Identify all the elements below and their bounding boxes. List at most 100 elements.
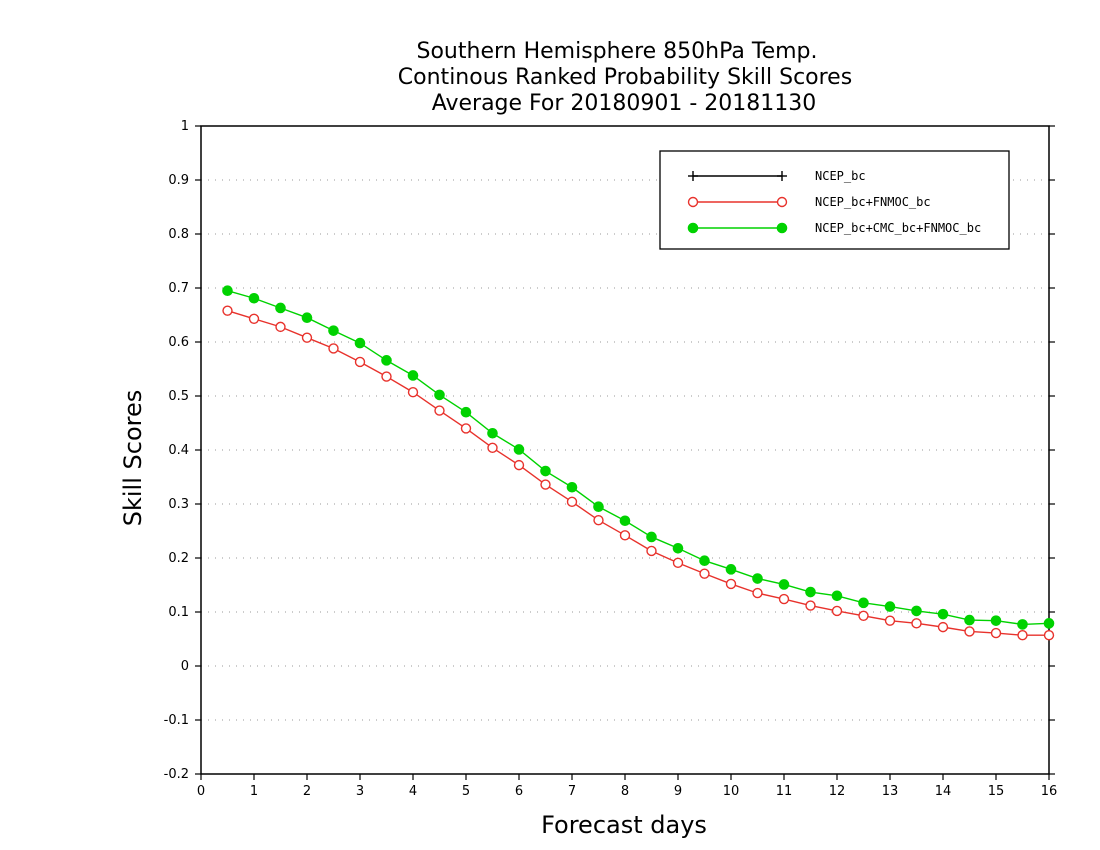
legend-item: NCEP_bc xyxy=(688,169,866,183)
data-point xyxy=(831,590,843,602)
data-point xyxy=(248,313,260,324)
data-point xyxy=(248,292,260,304)
data-point xyxy=(646,531,657,543)
data-point xyxy=(619,530,631,541)
data-point xyxy=(407,387,419,398)
data-point xyxy=(884,601,896,612)
legend-label: NCEP_bc+CMC_bc+FNMOC_bc xyxy=(815,221,981,235)
data-point xyxy=(725,578,737,590)
data-point xyxy=(1017,619,1028,630)
chart-title-line-3: Average For 20180901 - 20181130 xyxy=(432,91,817,116)
x-tick-label: 11 xyxy=(776,784,793,799)
legend-item: NCEP_bc+FNMOC_bc xyxy=(687,195,931,209)
legend-marker xyxy=(777,171,787,181)
data-point xyxy=(381,371,392,382)
data-point xyxy=(672,557,684,569)
data-point xyxy=(540,465,551,477)
legend: NCEP_bc NCEP_bc+FNMOC_bc NCEP_bc+CMC_bc+FN… xyxy=(659,150,1010,250)
data-point xyxy=(1017,630,1028,641)
legend-box xyxy=(659,150,1010,250)
data-point xyxy=(275,302,286,314)
data-point xyxy=(699,555,710,567)
data-point xyxy=(672,542,684,554)
data-point xyxy=(1043,630,1055,641)
data-point xyxy=(381,355,392,366)
data-point xyxy=(831,605,843,617)
y-tick-label: -0.2 xyxy=(164,767,189,782)
legend-marker xyxy=(687,196,699,208)
y-tick-label: 0.5 xyxy=(168,389,189,404)
data-point xyxy=(858,597,869,609)
data-point xyxy=(990,627,1002,639)
data-point xyxy=(566,481,578,493)
x-tick-label: 3 xyxy=(356,784,364,799)
data-point xyxy=(301,332,313,343)
y-tick-label: 0.1 xyxy=(168,605,189,620)
y-tick-label: -0.1 xyxy=(164,713,189,728)
data-point xyxy=(778,579,790,590)
data-point xyxy=(646,545,657,557)
data-point xyxy=(725,564,737,575)
data-point xyxy=(354,356,366,368)
y-tick-label: 1 xyxy=(181,119,189,134)
data-point xyxy=(593,501,604,513)
data-point xyxy=(354,337,366,349)
y-tick-label: 0.7 xyxy=(168,281,189,296)
data-point xyxy=(434,405,445,416)
x-tick-label: 7 xyxy=(568,784,576,799)
x-tick-label: 12 xyxy=(829,784,846,799)
data-point xyxy=(328,325,339,336)
data-point xyxy=(487,442,498,454)
tick-labels: 10.90.80.70.60.50.40.30.20.10-0.1-0.20 1 2… xyxy=(164,119,1058,799)
data-point xyxy=(619,515,631,527)
x-tick-label: 14 xyxy=(935,784,952,799)
series-1 xyxy=(222,305,1055,641)
data-point xyxy=(884,615,896,626)
data-point xyxy=(328,343,339,354)
x-tick-label: 6 xyxy=(515,784,523,799)
data-point xyxy=(858,610,869,621)
series-2 xyxy=(222,285,1055,630)
data-point xyxy=(1043,618,1055,629)
legend-marker xyxy=(776,196,788,208)
data-point xyxy=(964,614,975,626)
data-point xyxy=(487,427,498,439)
data-point xyxy=(752,573,763,584)
data-point xyxy=(805,600,816,611)
data-point xyxy=(911,605,922,617)
x-tick-label: 16 xyxy=(1041,784,1058,799)
data-point xyxy=(752,587,763,599)
x-tick-label: 2 xyxy=(303,784,311,799)
data-point xyxy=(513,444,525,455)
x-tick-label: 10 xyxy=(723,784,740,799)
chart-title-line-1: Southern Hemisphere 850hPa Temp. xyxy=(417,39,818,64)
x-tick-label: 1 xyxy=(250,784,258,799)
chart-title-line-2: Continous Ranked Probability Skill Score… xyxy=(398,65,852,90)
data-point xyxy=(222,285,233,297)
y-tick-label: 0.6 xyxy=(168,335,189,350)
data-point xyxy=(460,423,472,434)
data-point xyxy=(566,496,578,508)
grid-lines xyxy=(201,179,1049,721)
data-point xyxy=(990,615,1002,626)
y-tick-label: 0.2 xyxy=(168,551,189,566)
data-point xyxy=(937,608,949,620)
x-tick-label: 15 xyxy=(988,784,1005,799)
x-tick-label: 5 xyxy=(462,784,470,799)
y-tick-label: 0.9 xyxy=(168,173,189,188)
plot-frame xyxy=(200,125,1050,775)
data-point xyxy=(407,370,419,381)
data-point xyxy=(434,389,445,401)
legend-label: NCEP_bc xyxy=(815,169,866,183)
data-point xyxy=(699,568,710,579)
x-tick-label: 8 xyxy=(621,784,629,799)
data-point xyxy=(460,406,472,418)
axes xyxy=(195,125,1055,780)
data-point xyxy=(964,626,975,637)
x-tick-label: 13 xyxy=(882,784,899,799)
data-point xyxy=(222,305,233,316)
data-point xyxy=(275,321,286,333)
y-axis-label: Skill Scores xyxy=(119,390,147,527)
x-tick-label: 4 xyxy=(409,784,417,799)
